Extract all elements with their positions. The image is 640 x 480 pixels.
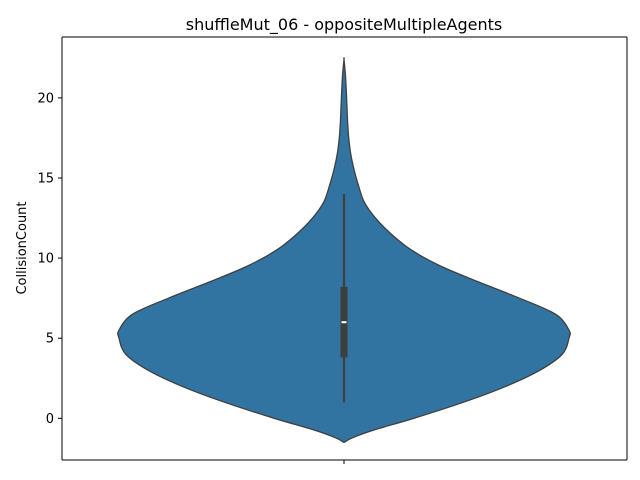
chart-title: shuffleMut_06 - oppositeMultipleAgents — [186, 15, 503, 35]
plot-layer — [117, 56, 571, 444]
y-tick-label: 15 — [37, 172, 54, 187]
axis-layer: 0 5 10 15 20 — [37, 36, 628, 464]
y-tick-label: 10 — [37, 252, 54, 267]
y-tick-label: 0 — [46, 412, 54, 427]
y-tick-label: 5 — [46, 332, 54, 347]
y-axis-title: CollisionCount — [15, 201, 30, 294]
y-tick-label: 20 — [37, 91, 54, 106]
